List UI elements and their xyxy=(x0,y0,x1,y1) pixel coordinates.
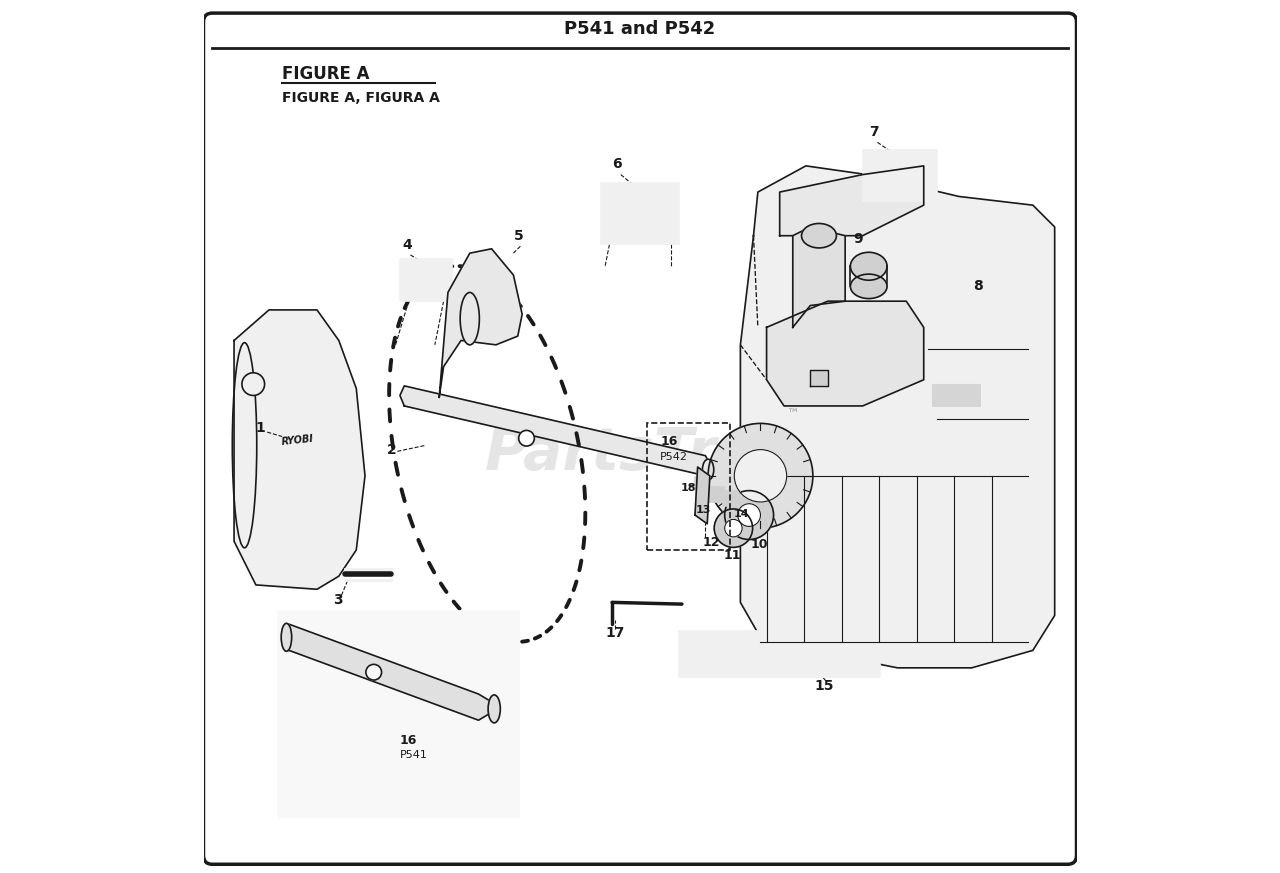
Polygon shape xyxy=(740,166,1055,668)
Circle shape xyxy=(737,504,760,526)
Circle shape xyxy=(724,491,773,540)
Text: 18: 18 xyxy=(681,484,696,493)
Text: FIGURE A: FIGURE A xyxy=(282,65,370,83)
Text: 14: 14 xyxy=(733,509,749,519)
Circle shape xyxy=(714,509,753,547)
Text: 15: 15 xyxy=(814,678,835,692)
Text: 10: 10 xyxy=(751,539,768,551)
Bar xyxy=(932,384,980,406)
Text: FIGURE A, FIGURA A: FIGURE A, FIGURA A xyxy=(282,91,440,105)
Ellipse shape xyxy=(461,292,480,345)
Text: 8: 8 xyxy=(974,278,983,292)
Text: RYOBI: RYOBI xyxy=(282,434,315,447)
Circle shape xyxy=(724,519,742,537)
Ellipse shape xyxy=(488,695,500,723)
Bar xyxy=(680,631,881,677)
Bar xyxy=(984,303,1046,345)
Ellipse shape xyxy=(703,459,714,480)
Ellipse shape xyxy=(232,342,257,548)
Circle shape xyxy=(518,430,534,446)
Text: 1: 1 xyxy=(256,421,266,435)
Circle shape xyxy=(242,373,265,395)
Polygon shape xyxy=(695,467,710,524)
Text: 16: 16 xyxy=(660,436,677,448)
Text: 17: 17 xyxy=(605,626,625,640)
Polygon shape xyxy=(234,310,365,589)
Bar xyxy=(278,611,518,816)
Text: P541 and P542: P541 and P542 xyxy=(564,20,716,38)
Bar xyxy=(863,150,937,201)
Text: 11: 11 xyxy=(723,549,741,561)
Circle shape xyxy=(708,423,813,528)
Circle shape xyxy=(366,664,381,680)
Text: 6: 6 xyxy=(612,156,622,170)
Circle shape xyxy=(735,450,787,502)
Ellipse shape xyxy=(282,623,292,651)
Polygon shape xyxy=(792,227,845,327)
Text: ™: ™ xyxy=(786,409,799,421)
Bar xyxy=(646,423,730,550)
Ellipse shape xyxy=(850,252,887,280)
Text: 9: 9 xyxy=(852,231,863,245)
Text: 13: 13 xyxy=(696,505,712,515)
Text: 12: 12 xyxy=(703,536,721,548)
Text: 16: 16 xyxy=(399,734,417,746)
Text: 5: 5 xyxy=(513,229,524,243)
Bar xyxy=(708,487,723,502)
Text: PartsTree: PartsTree xyxy=(484,425,796,483)
Polygon shape xyxy=(780,166,924,236)
Bar xyxy=(695,477,708,489)
Text: 3: 3 xyxy=(333,593,342,607)
Text: 7: 7 xyxy=(869,125,878,139)
Bar xyxy=(723,491,740,506)
Polygon shape xyxy=(439,249,522,397)
Polygon shape xyxy=(284,624,500,720)
Text: P541: P541 xyxy=(399,750,428,760)
Bar xyxy=(399,259,452,301)
Text: 2: 2 xyxy=(387,443,397,457)
Text: P542: P542 xyxy=(660,452,689,462)
Bar xyxy=(600,183,680,244)
Polygon shape xyxy=(399,386,712,476)
Ellipse shape xyxy=(801,223,836,248)
Polygon shape xyxy=(810,370,828,386)
Polygon shape xyxy=(767,301,924,406)
Ellipse shape xyxy=(850,274,887,299)
Text: 4: 4 xyxy=(402,237,412,251)
